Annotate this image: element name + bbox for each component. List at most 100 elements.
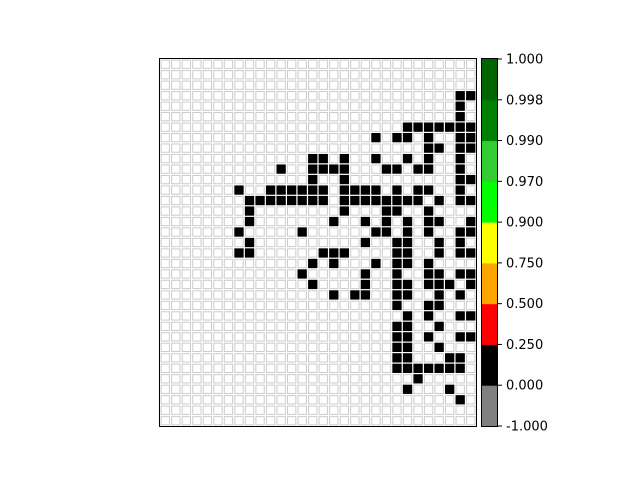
heatmap-cell-empty	[445, 321, 455, 332]
heatmap-cell-filled	[413, 374, 423, 384]
heatmap-cell-empty	[402, 112, 413, 122]
heatmap-cell-filled	[339, 206, 350, 216]
heatmap-cell-empty	[413, 227, 423, 237]
heatmap-cell-empty	[202, 227, 213, 237]
heatmap-cell-empty	[381, 321, 392, 332]
heatmap-cell-empty	[466, 395, 476, 405]
heatmap-cell-empty	[223, 279, 234, 290]
heatmap-cell-empty	[160, 321, 170, 332]
heatmap-cell-empty	[192, 279, 202, 290]
heatmap-cell-empty	[466, 80, 476, 90]
heatmap-cell-empty	[297, 70, 307, 80]
heatmap-cell-empty	[255, 353, 265, 363]
heatmap-cell-empty	[192, 91, 202, 101]
heatmap-cell-empty	[265, 269, 276, 279]
heatmap-cell-empty	[255, 227, 265, 237]
heatmap-cell-empty	[213, 300, 223, 311]
heatmap-cell-empty	[350, 279, 360, 290]
heatmap-cell-empty	[371, 311, 381, 321]
heatmap-cell-empty	[329, 112, 339, 122]
heatmap-cell-empty	[181, 122, 191, 132]
heatmap-cell-empty	[255, 300, 265, 311]
heatmap-cell-empty	[350, 122, 360, 132]
heatmap-cell-empty	[234, 237, 244, 248]
heatmap-cell-empty	[445, 237, 455, 248]
heatmap-cell-empty	[265, 112, 276, 122]
heatmap-cell-empty	[287, 300, 297, 311]
heatmap-cell-empty	[308, 70, 318, 80]
heatmap-cell-empty	[255, 80, 265, 90]
heatmap-cell-empty	[308, 216, 318, 227]
heatmap-cell-empty	[202, 70, 213, 80]
heatmap-cell-filled	[318, 153, 328, 164]
plot-frame	[159, 58, 477, 427]
heatmap-cell-empty	[381, 153, 392, 164]
heatmap-cell-empty	[392, 91, 402, 101]
heatmap-cell-empty	[192, 101, 202, 111]
heatmap-cell-empty	[455, 80, 465, 90]
heatmap-cell-filled	[455, 353, 465, 363]
heatmap-cell-empty	[244, 311, 255, 321]
colorbar-tick-label: 0.990	[506, 134, 543, 149]
heatmap-cell-empty	[234, 174, 244, 185]
heatmap-cell-empty	[308, 59, 318, 69]
heatmap-cell-empty	[339, 416, 350, 426]
heatmap-cell-empty	[381, 269, 392, 279]
heatmap-cell-empty	[329, 153, 339, 164]
heatmap-cell-empty	[287, 258, 297, 269]
heatmap-cell-filled	[423, 206, 434, 216]
heatmap-cell-empty	[402, 174, 413, 185]
heatmap-cell-empty	[308, 342, 318, 352]
heatmap-cell-filled	[402, 195, 413, 206]
heatmap-cell-empty	[213, 153, 223, 164]
heatmap-cell-empty	[171, 342, 181, 352]
heatmap-cell-empty	[192, 59, 202, 69]
heatmap-cell-empty	[287, 70, 297, 80]
heatmap-cell-empty	[381, 353, 392, 363]
heatmap-cell-filled	[466, 195, 476, 206]
heatmap-cell-empty	[244, 70, 255, 80]
heatmap-cell-empty	[318, 395, 328, 405]
heatmap-cell-empty	[360, 342, 371, 352]
heatmap-cell-empty	[381, 311, 392, 321]
heatmap-cell-empty	[223, 269, 234, 279]
heatmap-cell-empty	[297, 59, 307, 69]
grid-cells	[160, 59, 476, 426]
heatmap-cell-empty	[445, 133, 455, 143]
heatmap-cell-empty	[265, 153, 276, 164]
heatmap-cell-filled	[413, 363, 423, 373]
heatmap-cell-empty	[318, 59, 328, 69]
heatmap-cell-empty	[308, 416, 318, 426]
heatmap-cell-empty	[276, 405, 286, 415]
heatmap-cell-empty	[466, 290, 476, 300]
heatmap-cell-filled	[392, 332, 402, 342]
heatmap-cell-empty	[466, 405, 476, 415]
heatmap-cell-empty	[244, 59, 255, 69]
heatmap-cell-empty	[276, 91, 286, 101]
heatmap-cell-empty	[171, 395, 181, 405]
heatmap-cell-empty	[329, 269, 339, 279]
heatmap-cell-empty	[434, 416, 444, 426]
heatmap-cell-empty	[413, 206, 423, 216]
heatmap-cell-empty	[181, 59, 191, 69]
heatmap-cell-empty	[318, 258, 328, 269]
heatmap-cell-empty	[423, 70, 434, 80]
colorbar	[482, 59, 497, 427]
heatmap-cell-empty	[413, 174, 423, 185]
heatmap-cell-empty	[402, 91, 413, 101]
heatmap-cell-empty	[265, 237, 276, 248]
heatmap-cell-empty	[339, 91, 350, 101]
heatmap-cell-empty	[402, 59, 413, 69]
heatmap-cell-empty	[287, 374, 297, 384]
heatmap-cell-empty	[445, 195, 455, 206]
heatmap-cell-empty	[318, 363, 328, 373]
heatmap-cell-empty	[244, 300, 255, 311]
heatmap-cell-empty	[455, 405, 465, 415]
heatmap-cell-empty	[308, 143, 318, 153]
heatmap-cell-empty	[413, 80, 423, 90]
heatmap-cell-empty	[192, 164, 202, 174]
heatmap-cell-filled	[318, 164, 328, 174]
heatmap-cell-filled	[402, 237, 413, 248]
heatmap-cell-empty	[265, 290, 276, 300]
heatmap-cell-empty	[265, 353, 276, 363]
